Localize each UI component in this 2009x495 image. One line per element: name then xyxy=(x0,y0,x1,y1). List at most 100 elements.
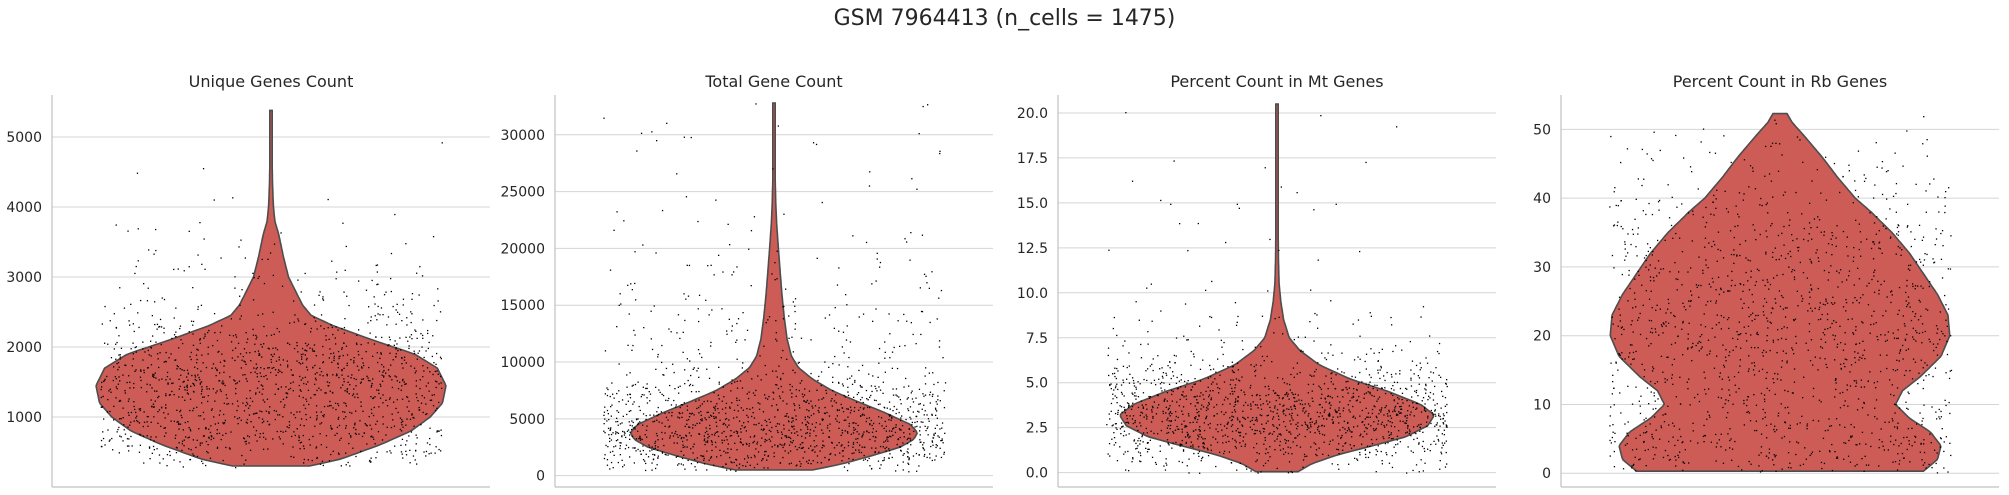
data-point xyxy=(1894,412,1896,414)
data-point xyxy=(1323,418,1325,420)
data-point xyxy=(149,384,151,386)
data-point xyxy=(1116,428,1118,430)
data-point xyxy=(1749,165,1752,167)
data-point xyxy=(1863,180,1866,182)
data-point xyxy=(1423,447,1425,450)
data-point xyxy=(286,393,289,395)
data-point xyxy=(639,439,642,441)
data-point xyxy=(783,213,785,215)
data-point xyxy=(820,462,823,464)
data-point xyxy=(869,438,871,441)
data-point xyxy=(1839,392,1841,394)
data-point xyxy=(1347,427,1350,429)
data-point xyxy=(1925,190,1927,192)
data-point xyxy=(219,380,221,382)
data-point xyxy=(396,303,398,305)
data-point xyxy=(177,268,179,270)
data-point xyxy=(842,411,845,413)
data-point xyxy=(361,367,363,369)
data-point xyxy=(646,436,648,438)
data-point xyxy=(1435,443,1437,445)
data-point xyxy=(389,376,391,378)
data-point xyxy=(1817,257,1819,259)
data-point xyxy=(1347,404,1349,406)
data-point xyxy=(1847,405,1849,407)
data-point xyxy=(617,439,619,441)
data-point xyxy=(336,373,338,375)
data-point xyxy=(413,352,416,354)
data-point xyxy=(943,407,946,409)
data-point xyxy=(1134,392,1136,394)
data-point xyxy=(1165,412,1167,414)
data-point xyxy=(832,363,834,365)
data-point xyxy=(1324,409,1326,411)
data-point xyxy=(1195,429,1197,431)
data-point xyxy=(874,385,876,387)
data-point xyxy=(703,438,706,440)
data-point xyxy=(675,404,677,406)
data-point xyxy=(179,385,181,387)
data-point xyxy=(835,394,837,396)
data-point xyxy=(606,394,609,397)
data-point xyxy=(417,352,419,354)
data-point xyxy=(440,434,443,437)
data-point xyxy=(1364,448,1367,451)
data-point xyxy=(716,456,718,458)
data-point xyxy=(1825,363,1827,366)
data-point xyxy=(422,376,424,378)
data-point xyxy=(1368,374,1371,376)
data-point xyxy=(1927,309,1929,311)
data-point xyxy=(1256,404,1258,406)
data-point xyxy=(1125,469,1127,471)
data-point xyxy=(1393,400,1395,402)
data-point xyxy=(139,408,142,410)
data-point xyxy=(1611,436,1613,439)
data-point xyxy=(753,466,756,469)
data-point xyxy=(843,352,845,354)
data-point xyxy=(153,253,155,255)
data-point xyxy=(161,297,163,299)
data-point xyxy=(1157,433,1159,435)
data-point xyxy=(818,399,820,401)
data-point xyxy=(715,446,717,448)
data-point xyxy=(268,367,270,369)
data-point xyxy=(928,372,930,374)
data-point xyxy=(216,368,218,371)
data-point xyxy=(892,410,894,412)
data-point xyxy=(1302,410,1304,412)
data-point xyxy=(873,399,876,401)
data-point xyxy=(856,393,858,396)
data-point xyxy=(1327,454,1330,457)
data-point xyxy=(689,383,692,386)
data-point xyxy=(160,406,163,408)
data-point xyxy=(796,431,798,433)
data-point xyxy=(641,394,643,396)
data-point xyxy=(1662,332,1664,334)
data-point xyxy=(386,324,388,326)
data-point xyxy=(1425,383,1427,385)
data-point xyxy=(841,383,844,385)
data-point xyxy=(1635,448,1638,450)
data-point xyxy=(246,380,248,382)
data-point xyxy=(184,389,186,391)
data-point xyxy=(905,418,907,421)
data-point xyxy=(1167,417,1169,419)
data-point xyxy=(1184,303,1187,305)
data-point xyxy=(423,397,426,399)
data-point xyxy=(705,299,707,301)
data-point xyxy=(827,424,829,427)
data-point xyxy=(746,329,749,331)
data-point xyxy=(1292,419,1294,421)
data-point xyxy=(320,444,322,446)
data-point xyxy=(1313,340,1315,342)
data-point xyxy=(129,324,131,326)
data-point xyxy=(643,327,645,329)
data-point xyxy=(286,426,288,428)
data-point xyxy=(877,460,880,462)
data-point xyxy=(314,383,316,385)
data-point xyxy=(921,234,924,236)
data-point xyxy=(386,426,388,428)
data-point xyxy=(353,427,355,429)
data-point xyxy=(386,451,388,453)
data-point xyxy=(1387,420,1389,422)
